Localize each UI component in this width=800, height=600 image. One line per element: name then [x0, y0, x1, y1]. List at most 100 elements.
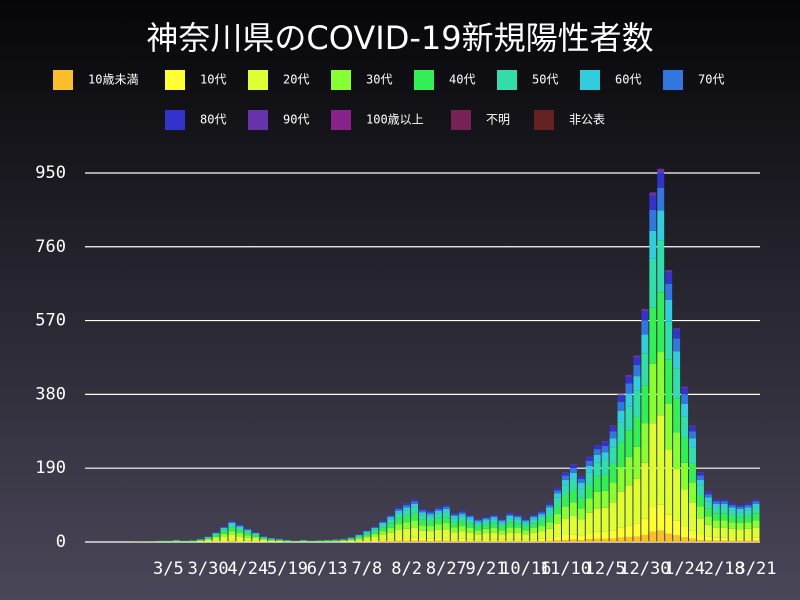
bar-segment	[260, 540, 268, 542]
bar-segment	[689, 447, 696, 464]
bar-segment	[403, 507, 411, 511]
bar-segment	[474, 523, 482, 527]
bar-segment	[561, 472, 569, 473]
bar-segment	[681, 386, 689, 389]
bar-segment	[466, 532, 474, 540]
bar-segment	[347, 538, 355, 539]
bar-segment	[220, 527, 228, 529]
bar-segment	[609, 447, 617, 464]
bar-segment	[474, 519, 482, 522]
bar-segment	[649, 423, 657, 508]
bar-segment	[387, 528, 395, 533]
bar-segment	[498, 523, 506, 527]
bar-segment	[681, 526, 689, 538]
bar-segment	[633, 355, 641, 358]
bar-segment	[522, 526, 530, 531]
bar-segment	[649, 363, 657, 424]
bar-segment	[450, 539, 458, 542]
bar-segment	[736, 517, 744, 523]
bar-segment	[474, 541, 482, 542]
bar-segment	[244, 533, 252, 536]
bar-segment	[617, 466, 625, 492]
x-tick-label: 10/16	[500, 559, 551, 579]
legend-label: 10代	[200, 73, 226, 87]
bar-segment	[403, 503, 411, 506]
legend-label: 50代	[532, 73, 558, 87]
bar-segment	[601, 531, 609, 539]
y-tick-label: 190	[35, 458, 66, 478]
bar-segment	[530, 515, 538, 518]
bar-segment	[728, 538, 736, 541]
bar-segment	[657, 172, 665, 188]
bar-segment	[371, 529, 379, 532]
legend-label: 100歳以上	[366, 113, 424, 127]
bar-segment	[689, 482, 696, 503]
bar-segment	[625, 374, 633, 377]
bar-segment	[649, 258, 657, 308]
legend-swatch	[53, 70, 73, 90]
bar-segment	[244, 531, 252, 534]
bar-segment	[387, 539, 395, 542]
bar-segment	[561, 485, 569, 495]
bar-segment	[244, 529, 252, 532]
legend-label: 70代	[698, 73, 724, 87]
bar-segment	[331, 541, 339, 542]
bar-segment	[434, 524, 442, 530]
bar-segment	[490, 515, 498, 518]
bar-segment	[228, 541, 236, 542]
bar-segment	[228, 539, 236, 542]
bar-segment	[228, 531, 236, 535]
bar-segment	[482, 519, 490, 522]
bar-segment	[482, 521, 490, 525]
bar-segment	[712, 537, 720, 541]
bar-segment	[617, 410, 625, 423]
bar-segment	[379, 534, 387, 540]
legend-label: 90代	[283, 113, 309, 127]
bar-segment	[649, 230, 657, 259]
bar-segment	[466, 517, 474, 520]
bar-segment	[641, 423, 649, 463]
bar-segment	[506, 513, 514, 515]
bar-segment	[633, 478, 641, 524]
bar-segment	[673, 338, 681, 352]
bar-segment	[585, 512, 593, 534]
bar-segment	[712, 507, 720, 514]
legend-label: 60代	[615, 73, 641, 87]
bar-segment	[593, 531, 601, 539]
bar-segment	[593, 508, 601, 532]
bar-segment	[736, 506, 744, 509]
bar-segment	[395, 507, 403, 509]
bar-segment	[704, 536, 712, 541]
bar-segment	[593, 491, 601, 509]
bar-segment	[641, 535, 649, 542]
bar-segment	[236, 536, 244, 541]
bar-segment	[426, 531, 434, 539]
bar-segment	[577, 476, 585, 480]
bar-segment	[633, 536, 641, 542]
bar-segment	[752, 537, 760, 541]
bar-segment	[593, 462, 601, 477]
bar-segment	[633, 416, 641, 447]
bar-segment	[244, 535, 252, 538]
bar-segment	[220, 531, 228, 534]
bar-segment	[442, 512, 450, 518]
bar-segment	[617, 401, 625, 411]
bar-segment	[498, 526, 506, 531]
bar-segment	[355, 535, 363, 537]
bar-segment	[379, 531, 387, 535]
legend-label: 40代	[449, 73, 475, 87]
bar-segment	[720, 537, 728, 541]
bar-segment	[720, 501, 728, 504]
bar-segment	[561, 540, 569, 542]
bar-segment	[220, 540, 228, 542]
bar-segment	[665, 359, 673, 404]
bar-segment	[601, 460, 609, 475]
bar-segment	[220, 533, 228, 537]
bar-segment	[657, 352, 665, 416]
bar-segment	[212, 535, 220, 537]
bar-segment	[458, 538, 466, 542]
bar-segment	[689, 463, 696, 483]
bar-segment	[522, 541, 530, 542]
bar-segment	[728, 505, 736, 508]
